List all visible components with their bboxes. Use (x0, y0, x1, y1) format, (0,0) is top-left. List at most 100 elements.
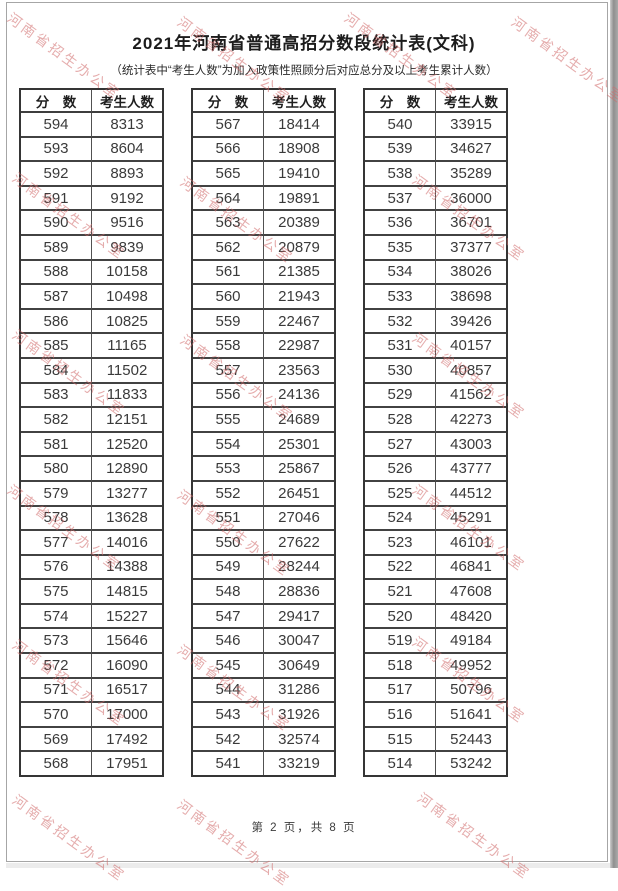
score-cell: 550 (193, 531, 264, 556)
score-cell: 570 (21, 703, 92, 728)
table-row: 533 38698 (365, 285, 506, 310)
table-row: 534 38026 (365, 260, 506, 286)
count-cell: 28244 (264, 556, 334, 581)
score-cell: 522 (365, 555, 436, 581)
count-cell: 49184 (436, 629, 506, 655)
score-cell: 562 (193, 235, 264, 261)
table-row: 536 36701 (365, 211, 506, 236)
table-row: 594 8313 (21, 113, 162, 138)
table-row: 524 45291 (365, 506, 506, 532)
table-row: 547 29417 (193, 604, 334, 630)
count-cell: 11502 (92, 359, 162, 384)
score-cell: 573 (21, 629, 92, 655)
count-cell: 16090 (92, 654, 162, 679)
table-row: 576 14388 (21, 555, 162, 581)
table-row: 578 13628 (21, 506, 162, 532)
score-cell: 594 (21, 113, 92, 138)
count-column-header: 考生人数 (436, 90, 506, 113)
count-cell: 42273 (436, 408, 506, 433)
score-cell: 578 (21, 506, 92, 532)
header-row: 分 数 考生人数 (193, 90, 334, 113)
count-cell: 25301 (264, 433, 334, 458)
table-row: 542 32574 (193, 727, 334, 753)
score-cell: 589 (21, 235, 92, 261)
score-cell: 542 (193, 727, 264, 753)
score-cell: 532 (365, 309, 436, 335)
table-row: 569 17492 (21, 727, 162, 753)
count-cell: 13277 (92, 482, 162, 507)
table-row: 584 11502 (21, 358, 162, 384)
score-column-header: 分 数 (193, 90, 264, 113)
table-row: 592 8893 (21, 162, 162, 187)
table-row: 560 21943 (193, 285, 334, 310)
score-cell: 537 (365, 186, 436, 212)
count-cell: 33915 (436, 113, 506, 138)
count-cell: 43003 (436, 433, 506, 458)
score-cell: 543 (193, 703, 264, 728)
count-cell: 22987 (264, 334, 334, 359)
table-row: 555 24689 (193, 408, 334, 433)
count-cell: 31926 (264, 703, 334, 728)
count-cell: 19410 (264, 162, 334, 187)
table-row: 593 8604 (21, 137, 162, 163)
table-row: 568 17951 (21, 752, 162, 776)
table-row: 517 50796 (365, 678, 506, 704)
count-cell: 13628 (92, 507, 162, 532)
score-cell: 525 (365, 481, 436, 507)
table-row: 553 25867 (193, 457, 334, 482)
score-cell: 531 (365, 334, 436, 359)
count-cell: 12890 (92, 457, 162, 482)
score-cell: 577 (21, 531, 92, 556)
count-cell: 11833 (92, 384, 162, 409)
table-row: 527 43003 (365, 432, 506, 458)
score-cell: 584 (21, 358, 92, 384)
table-row: 552 26451 (193, 481, 334, 507)
table-row: 522 46841 (365, 555, 506, 581)
count-cell: 31286 (264, 679, 334, 704)
score-cell: 565 (193, 162, 264, 187)
table-row: 573 15646 (21, 629, 162, 655)
table-row: 538 35289 (365, 162, 506, 187)
score-cell: 558 (193, 334, 264, 359)
table-row: 554 25301 (193, 432, 334, 458)
score-cell: 514 (365, 752, 436, 776)
score-cell: 556 (193, 383, 264, 409)
count-cell: 9516 (92, 211, 162, 236)
count-cell: 46101 (436, 531, 506, 556)
table-row: 574 15227 (21, 604, 162, 630)
score-cell: 547 (193, 604, 264, 630)
table-row: 549 28244 (193, 555, 334, 581)
count-cell: 18414 (264, 113, 334, 138)
score-cell: 517 (365, 678, 436, 704)
score-cell: 568 (21, 752, 92, 776)
score-cell: 538 (365, 162, 436, 187)
count-cell: 40157 (436, 334, 506, 359)
table-row: 550 27622 (193, 531, 334, 556)
count-cell: 47608 (436, 580, 506, 605)
count-cell: 41562 (436, 384, 506, 409)
score-cell: 536 (365, 211, 436, 236)
count-cell: 8604 (92, 138, 162, 163)
page-title: 2021年河南省普通高招分数段统计表(文科) (132, 34, 476, 53)
table-row: 537 36000 (365, 186, 506, 212)
count-cell: 16517 (92, 679, 162, 704)
table-row: 587 10498 (21, 285, 162, 310)
count-cell: 26451 (264, 482, 334, 507)
count-cell: 50796 (436, 679, 506, 704)
count-cell: 45291 (436, 507, 506, 532)
table-row: 562 20879 (193, 235, 334, 261)
score-cell: 586 (21, 309, 92, 335)
count-cell: 10825 (92, 310, 162, 335)
score-cell: 545 (193, 654, 264, 679)
table-row: 577 14016 (21, 531, 162, 556)
count-cell: 33219 (278, 755, 320, 773)
table-row: 559 22467 (193, 309, 334, 335)
count-cell: 40857 (436, 359, 506, 384)
count-cell: 30649 (264, 654, 334, 679)
table-row: 561 21385 (193, 260, 334, 286)
table-row: 541 33219 (193, 752, 334, 776)
score-column-header: 分 数 (365, 90, 436, 113)
table-row: 580 12890 (21, 457, 162, 482)
score-cell: 519 (365, 629, 436, 655)
count-cell: 46841 (436, 556, 506, 581)
